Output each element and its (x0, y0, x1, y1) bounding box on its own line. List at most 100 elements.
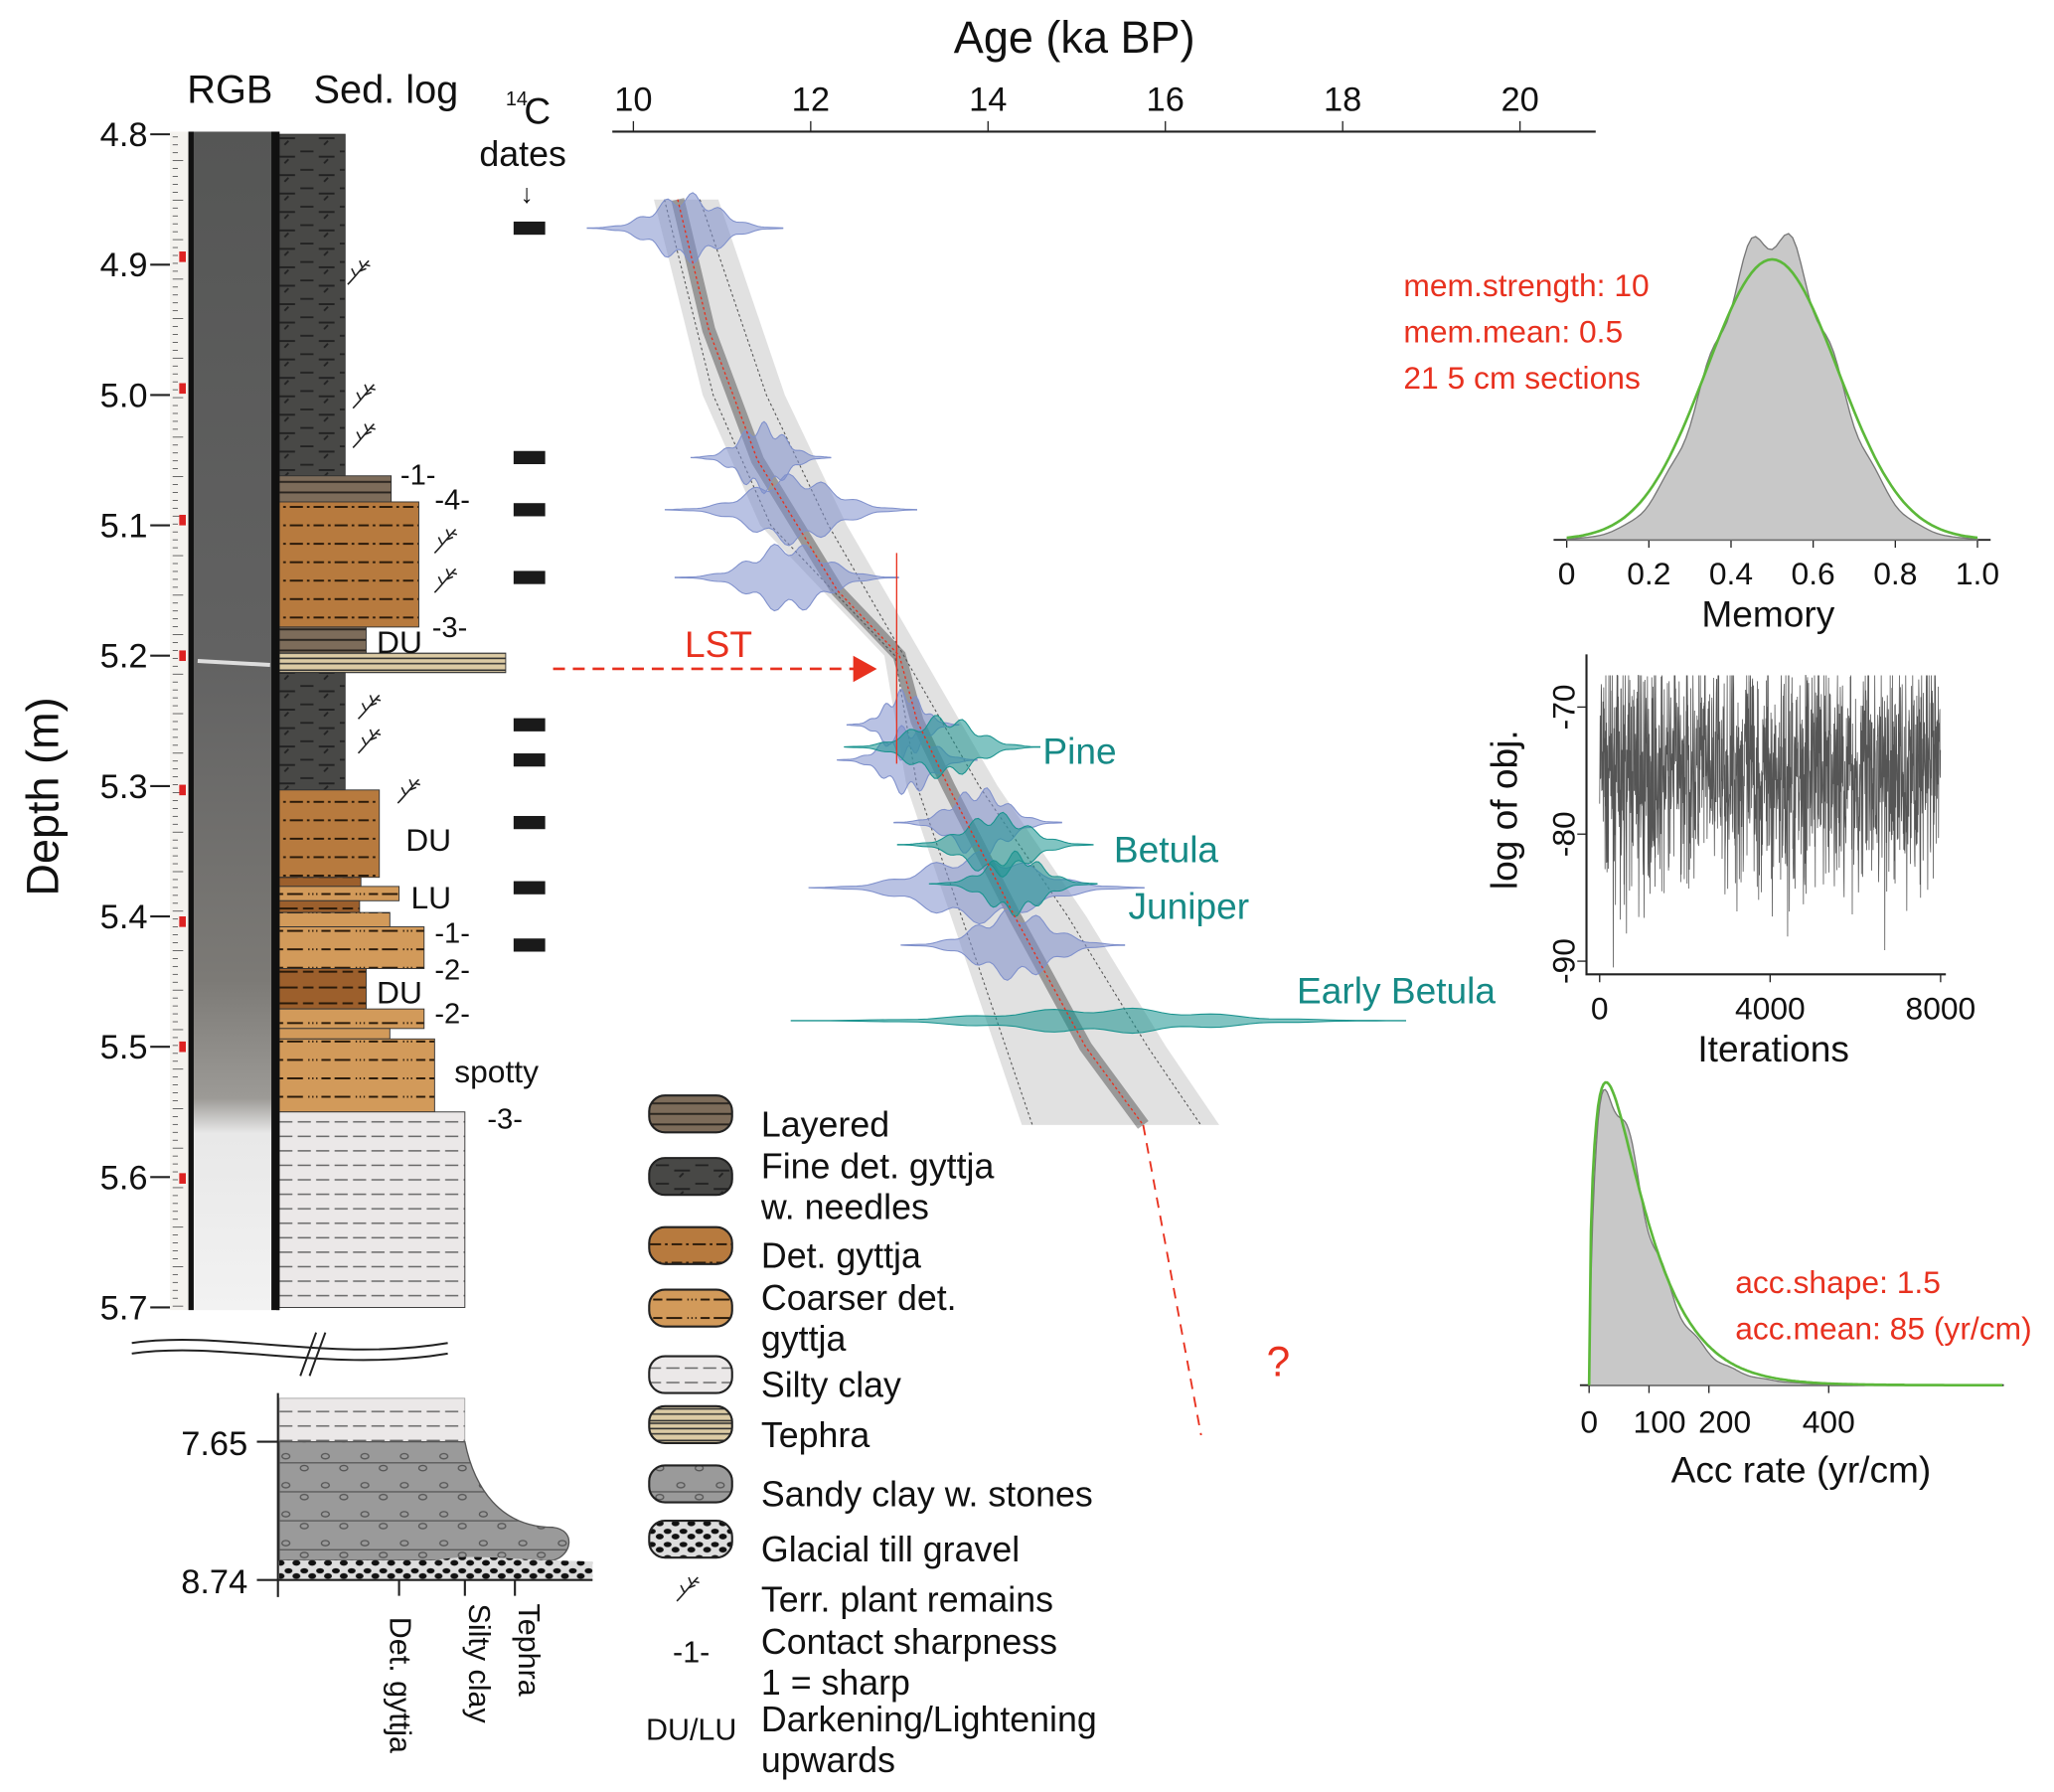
lower-gravel (279, 1556, 593, 1580)
age-tick-label: 12 (792, 81, 830, 118)
legend-swatch-tephra (648, 1404, 733, 1444)
memory-tick-label: 0.4 (1709, 556, 1753, 591)
question-mark: ? (1267, 1338, 1291, 1385)
acc-prior-curve (1587, 1080, 2003, 1386)
contact-label: -3- (432, 612, 468, 644)
sed-layer-det (278, 501, 419, 628)
plant-remains-icon (433, 528, 458, 555)
acc-mean-text: acc.mean: 85 (yr/cm) (1735, 1310, 2031, 1346)
radiocarbon-date-marker (513, 450, 546, 465)
depth-tick-label: 5.3 (100, 768, 148, 806)
trace-y-tick-label: -90 (1546, 938, 1582, 984)
radiocarbon-date-marker (513, 815, 546, 830)
ruler-red-mark (179, 1173, 186, 1184)
depth-tick-label: 7.65 (181, 1425, 247, 1463)
legend-label: Contact sharpness (761, 1622, 1057, 1662)
sed-layer-coarser (278, 886, 400, 901)
plant-remains-icon (396, 778, 421, 804)
sed-layer-layered (278, 475, 393, 503)
depth-tick-label: 5.1 (100, 508, 148, 546)
lst-label: LST (685, 623, 752, 665)
pollen-label: Betula (1114, 829, 1219, 871)
legend-swatch-gravel (648, 1520, 733, 1559)
pollen-marker-distribution (790, 1007, 1407, 1035)
depth-tick-label: 5.4 (100, 898, 148, 936)
log-obj-axis-label: log of obj. (1483, 730, 1524, 890)
legend-label: Fine det. gyttja (761, 1147, 995, 1187)
age-axis-title: Age (ka BP) (954, 12, 1195, 63)
depth-tick-label: 5.5 (100, 1029, 148, 1066)
radiocarbon-date-marker (513, 753, 546, 767)
age-tick-label: 20 (1501, 81, 1538, 118)
ruler-red-mark (179, 916, 186, 927)
memory-tick-label: 0.6 (1792, 556, 1835, 591)
depth-tick-label: 5.7 (100, 1289, 148, 1327)
depth-tick-label: 8.74 (181, 1563, 247, 1601)
mem-mean-text: mem.mean: 0.5 (1403, 313, 1623, 349)
legend-item-silty: Silty clay (648, 1355, 901, 1405)
radiocarbon-date-distribution (674, 543, 899, 612)
pollen-marker-distribution (844, 715, 1041, 779)
axis-break-symbol (131, 1332, 448, 1377)
acc-rate-axis-label: Acc rate (yr/cm) (1671, 1449, 1932, 1491)
pollen-marker-distribution (896, 811, 1094, 879)
sed-layer-darkdet (278, 899, 361, 913)
ruler-marks (172, 136, 186, 1307)
du-label: DU (405, 822, 451, 858)
sed-layer-fine (278, 672, 346, 791)
radiocarbon-date-marker (513, 881, 546, 895)
legend-label: Darkening/Lightening (761, 1700, 1097, 1739)
legend-item-plant: Terr. plant remains (676, 1576, 1053, 1620)
pollen-marker-distribution (928, 850, 1098, 917)
legend-swatch-sandy (648, 1464, 733, 1504)
radiocarbon-date-marker (513, 503, 546, 517)
sed-layer-darkdet (278, 968, 367, 1010)
age-tick-label: 16 (1147, 81, 1185, 118)
memory-panel: 0 0.2 0.4 0.6 0.8 1.0 (1553, 233, 1999, 591)
memory-tick-label: 0 (1558, 556, 1576, 591)
depth-axis-label: Depth (m) (17, 697, 68, 896)
radiocarbon-date-distribution (900, 908, 1126, 981)
trace-line (1599, 675, 1942, 968)
memory-tick-label: 0.8 (1873, 556, 1917, 591)
acc-tick-label: 400 (1803, 1403, 1855, 1439)
age-axis: 10 12 14 16 18 20 (612, 81, 1596, 133)
plant-remains-icon (357, 729, 382, 754)
legend-label: 1 = sharp (761, 1663, 910, 1703)
acc-tick-label: 0 (1580, 1403, 1598, 1439)
legend-label: Layered (761, 1104, 889, 1144)
ruler-red-mark (179, 650, 186, 662)
grain-label-det-gyttja: Det. gyttja (383, 1617, 416, 1753)
plant-remains-icon (433, 568, 458, 593)
c14-superscript: 14 (506, 88, 528, 110)
iterations-panel: -70 -80 -900 4000 8000 (1546, 654, 1975, 1026)
pollen-label: Early Betula (1297, 969, 1496, 1011)
age-tick-label: 14 (969, 81, 1007, 118)
plant-remains-icon (347, 259, 372, 285)
legend-item-coarser: Coarser det.gyttja (648, 1278, 957, 1359)
depth-tick-label: 5.2 (100, 638, 148, 676)
radiocarbon-date-distribution (664, 473, 918, 547)
legend-label: w. needles (760, 1188, 929, 1227)
legend-label: Det. gyttja (761, 1236, 921, 1276)
age-tick-label: 18 (1324, 81, 1361, 118)
dates-header: dates (479, 134, 565, 174)
pollen-label: Pine (1042, 730, 1116, 771)
spotty-label: spotty (454, 1054, 539, 1089)
sed-layer-coarser (278, 1028, 391, 1040)
trace-axes (1585, 654, 1947, 976)
radiocarbon-date-marker (513, 221, 546, 236)
sed-layer-fine (278, 133, 346, 477)
legend-swatch-fine (648, 1157, 733, 1197)
sed-layer-coarser (278, 1008, 425, 1030)
contact-label: -2- (434, 955, 470, 987)
sed-layer-coarser (278, 911, 391, 927)
radiocarbon-date-distribution (586, 192, 784, 264)
down-arrow-icon: ↓ (520, 179, 533, 209)
rgb-core-image (170, 131, 280, 1311)
legend-swatch-silty (648, 1355, 733, 1394)
sed-layer-coarser (278, 926, 425, 969)
ruler-red-mark (179, 514, 186, 526)
